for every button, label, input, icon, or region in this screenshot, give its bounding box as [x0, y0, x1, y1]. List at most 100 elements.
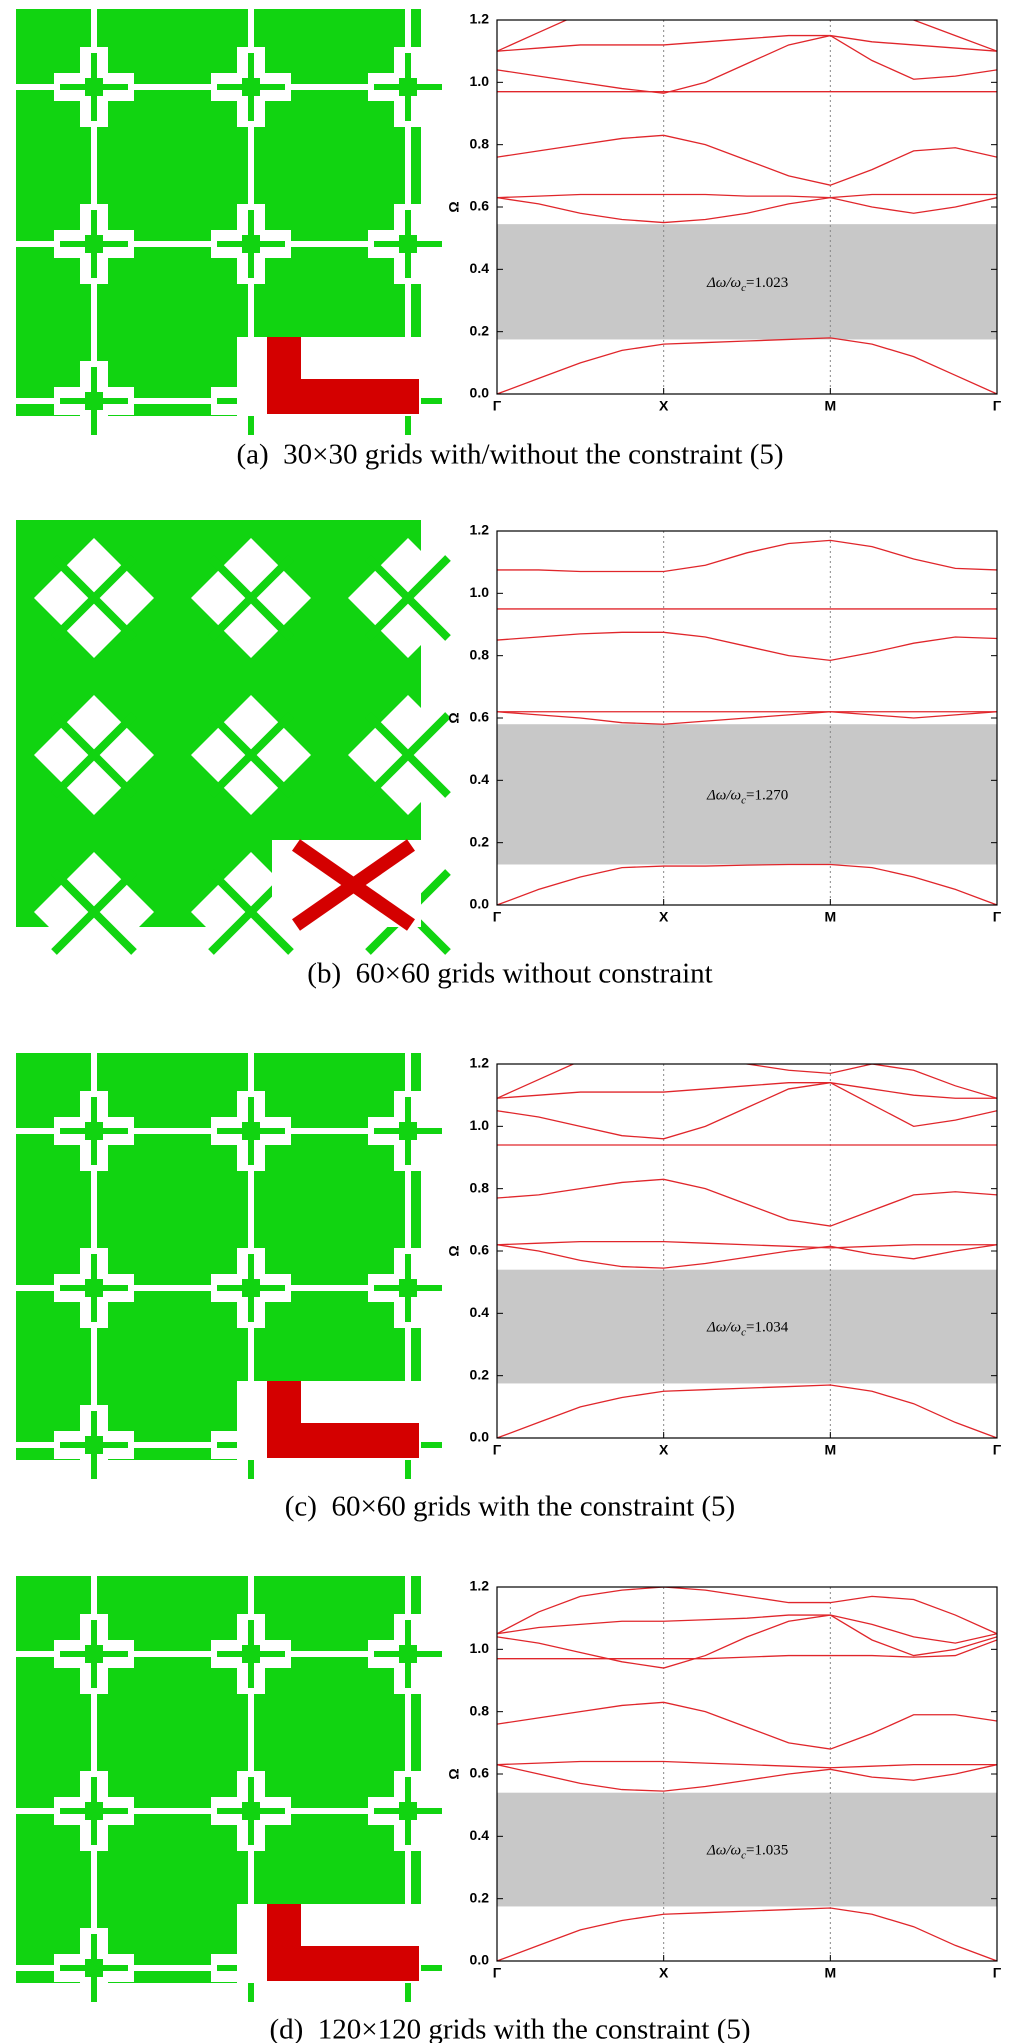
material-bar	[248, 53, 254, 121]
y-tick-label: 0.6	[470, 198, 490, 214]
y-tick-label: 1.2	[470, 11, 490, 27]
material-bar	[91, 210, 97, 278]
annotation-part: c	[741, 794, 746, 806]
annotation-part: =1.035	[746, 1843, 788, 1859]
y-tick-label: 0.4	[470, 1304, 490, 1320]
y-axis-label: Ω	[446, 1768, 462, 1779]
caption: (d) 120×120 grids with the constraint (5…	[269, 2014, 750, 2043]
unit-cell	[267, 1946, 419, 1981]
y-tick-label: 1.0	[470, 1117, 490, 1133]
y-tick-label: 0.6	[470, 1765, 490, 1781]
band-line	[497, 711, 997, 725]
material-bar	[405, 53, 411, 121]
y-tick-label: 0.4	[470, 771, 490, 787]
x-tick-label: X	[659, 909, 669, 925]
band-line	[497, 134, 997, 186]
x-tick-label: Γ	[493, 398, 502, 414]
y-tick-label: 0.0	[470, 1952, 490, 1968]
material-bar	[248, 1620, 254, 1688]
material-strut	[51, 555, 137, 641]
y-tick-label: 0.6	[470, 1242, 490, 1258]
y-axis-label: Ω	[446, 712, 462, 723]
annotation-part: Δω/ω	[706, 1843, 741, 1859]
unit-cell	[267, 1381, 301, 1425]
band-gap	[497, 1269, 997, 1384]
x-tick-label: Γ	[493, 1965, 502, 1981]
y-tick-label: 1.0	[470, 73, 490, 89]
y-tick-label: 0.8	[470, 646, 490, 662]
material-bar	[91, 1777, 97, 1845]
y-axis-label: Ω	[446, 201, 462, 212]
band-line	[497, 631, 997, 661]
band-line	[497, 1082, 997, 1140]
material-bar	[405, 210, 411, 278]
material-bar	[248, 1254, 254, 1322]
caption: (a) 30×30 grids with/without the constra…	[236, 439, 783, 471]
band-line	[497, 34, 997, 52]
band-line	[497, 1907, 997, 1961]
material-bar	[405, 1620, 411, 1688]
caption: (c) 60×60 grids with the constraint (5)	[285, 1491, 735, 1523]
x-tick-label: M	[824, 1965, 836, 1981]
band-line	[497, 1064, 997, 1099]
x-tick-label: Γ	[993, 1442, 1002, 1458]
plot-frame	[496, 19, 998, 395]
unit-cell	[267, 1904, 301, 1948]
annotation-part: =1.034	[746, 1320, 789, 1336]
material-bar	[248, 1777, 254, 1845]
x-tick-label: X	[659, 1442, 669, 1458]
annotation-part: c	[741, 1850, 746, 1862]
band-line	[497, 539, 997, 573]
x-tick-label: Γ	[493, 1442, 502, 1458]
material-strut	[365, 555, 451, 641]
unit-cell	[267, 337, 301, 381]
y-tick-label: 0.2	[470, 1889, 490, 1905]
annotation-part: =1.023	[746, 275, 788, 291]
y-tick-label: 1.2	[470, 522, 490, 538]
band-line	[497, 1614, 997, 1669]
plot-frame	[496, 1586, 998, 1962]
band-line	[497, 1614, 997, 1644]
material-strut	[208, 712, 294, 798]
band-line	[497, 863, 997, 905]
band-line	[497, 1764, 997, 1792]
y-tick-label: 0.0	[470, 1429, 490, 1445]
y-tick-label: 1.2	[470, 1578, 490, 1594]
x-tick-label: Γ	[993, 398, 1002, 414]
x-tick-label: Γ	[993, 909, 1002, 925]
annotation-part: c	[741, 282, 746, 294]
plot-frame	[496, 1063, 998, 1439]
material-strut	[51, 869, 137, 955]
material-bar	[91, 1097, 97, 1165]
annotation-part: Δω/ω	[706, 787, 741, 803]
band-line	[497, 1384, 997, 1438]
y-tick-label: 0.8	[470, 1702, 490, 1718]
y-tick-label: 1.2	[470, 1055, 490, 1071]
band-line	[497, 1701, 997, 1750]
annotation-part: c	[741, 1327, 746, 1339]
material-bar	[405, 1097, 411, 1165]
annotation-part: =1.270	[746, 787, 788, 803]
y-tick-label: 0.0	[470, 385, 490, 401]
y-tick-label: 0.2	[470, 833, 490, 849]
band-line	[497, 20, 997, 52]
annotation-part: Δω/ω	[706, 275, 741, 291]
material-strut	[365, 712, 451, 798]
y-tick-label: 0.4	[470, 260, 490, 276]
band-gap-label: Δω/ωc=1.035	[706, 1843, 788, 1862]
x-tick-label: Γ	[993, 1965, 1002, 1981]
band-line	[497, 34, 997, 94]
x-tick-label: M	[824, 909, 836, 925]
material-bar	[91, 367, 97, 435]
band-gap-label: Δω/ωc=1.034	[706, 1320, 789, 1339]
band-line	[497, 337, 997, 394]
unit-cell	[292, 839, 415, 931]
caption: (b) 60×60 grids without constraint	[307, 958, 712, 990]
material-bar	[91, 1411, 97, 1479]
plot-frame	[496, 530, 998, 906]
material-bar	[91, 53, 97, 121]
y-tick-label: 1.0	[470, 1640, 490, 1656]
band-line	[497, 1587, 997, 1635]
x-tick-label: X	[659, 1965, 669, 1981]
